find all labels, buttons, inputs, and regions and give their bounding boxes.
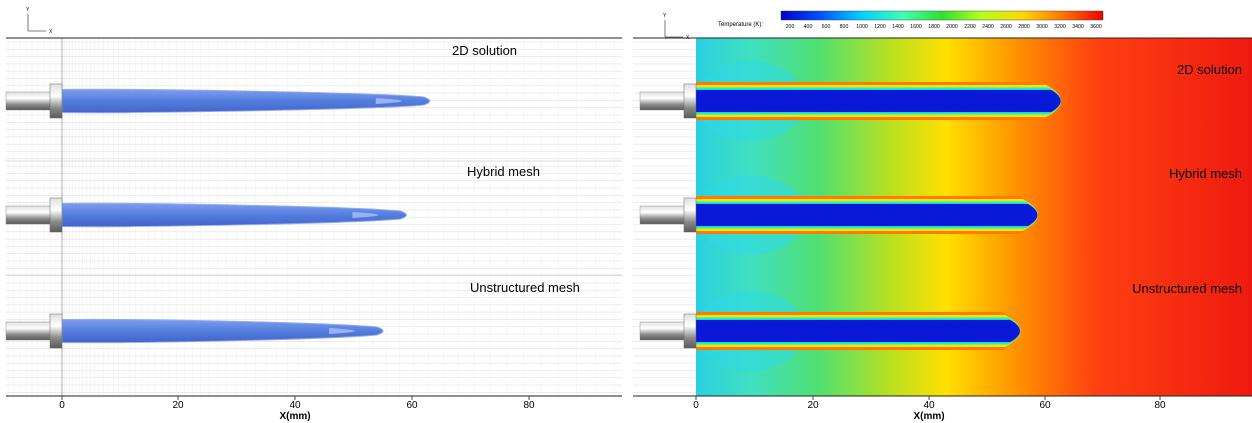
left-nozzle-2-flange [49, 197, 63, 233]
colorbar-tick-label: 400 [804, 24, 813, 30]
right-flame-cores [696, 82, 1062, 350]
right-title-1: 2D solution [1177, 62, 1242, 77]
left-x-axis-label: X(mm) [279, 411, 310, 422]
right-tick-60: 60 [1039, 400, 1051, 411]
right-nozzle-1-flange [683, 83, 697, 119]
iso-surface-1 [61, 88, 431, 114]
left-axis-triad: Y X [26, 7, 53, 35]
left-title-1: 2D solution [452, 43, 517, 58]
right-nozzle-3-flange [683, 313, 697, 349]
left-tick-60: 60 [406, 400, 418, 411]
right-title-3: Unstructured mesh [1132, 281, 1242, 296]
right-nozzle-2-flange [683, 197, 697, 233]
iso-tip-3 [329, 328, 356, 334]
colorbar-tick-label: 1600 [910, 24, 922, 30]
right-triad-x: X [686, 35, 690, 41]
right-nozzle-2-pipe [639, 205, 687, 225]
iso-surface-3 [61, 318, 384, 344]
left-title-2: Hybrid mesh [467, 164, 540, 179]
colorbar-tick-label: 600 [822, 24, 831, 30]
injector-nozzles [5, 83, 697, 349]
left-nozzle-3-pipe [5, 321, 53, 341]
right-title-2: Hybrid mesh [1169, 166, 1242, 181]
flame-core-3 [696, 320, 1020, 342]
left-triad-y: Y [26, 7, 30, 13]
colorbar-tick-label: 200 [786, 24, 795, 30]
colorbar-tick-label: 2400 [982, 24, 994, 30]
iso-surface-2 [61, 202, 407, 228]
colorbar-tick-label: 3000 [1036, 24, 1048, 30]
colorbar-tick-label: 1200 [874, 24, 886, 30]
right-x-axis: 0 20 40 60 80 X(mm) [693, 400, 1166, 422]
left-tick-80: 80 [523, 400, 535, 411]
colorbar-title: Temperature (K): [718, 22, 763, 28]
left-tick-20: 20 [172, 400, 184, 411]
left-x-axis: 0 20 40 60 80 X(mm) [59, 400, 535, 422]
left-nozzle-3-flange [49, 313, 63, 349]
flame-core-2 [696, 204, 1038, 226]
colorbar-gradient [780, 10, 1104, 21]
left-title-3: Unstructured mesh [470, 280, 580, 295]
right-tick-40: 40 [923, 400, 935, 411]
flame-core-1 [696, 90, 1061, 112]
right-x-axis-label: X(mm) [913, 411, 944, 422]
colorbar-tick-label: 3400 [1072, 24, 1084, 30]
colorbar-tick-label: 2200 [964, 24, 976, 30]
right-nozzle-3-pipe [639, 321, 687, 341]
iso-tip-2 [352, 212, 379, 218]
colorbar-ticks: 200 400 600 800 1000 1200 1400 1600 1800 2000 2200… [786, 24, 1102, 30]
right-tick-80: 80 [1154, 400, 1166, 411]
colorbar-tick-label: 2600 [1000, 24, 1012, 30]
left-tick-40: 40 [289, 400, 301, 411]
colorbar-tick-label: 2800 [1018, 24, 1030, 30]
iso-tip-1 [375, 98, 402, 104]
panel-frames [6, 37, 1252, 400]
right-tick-20: 20 [807, 400, 819, 411]
left-iso-surfaces [61, 88, 431, 344]
right-tick-0: 0 [693, 400, 699, 411]
right-axis-triad: Y X [663, 13, 690, 41]
left-nozzle-1-flange [49, 83, 63, 119]
left-tick-0: 0 [59, 400, 65, 411]
left-nozzle-1-pipe [5, 91, 53, 111]
temperature-colorbar: Temperature (K): 200 400 600 800 1000 1200 140… [718, 10, 1104, 30]
left-nozzle-2-pipe [5, 205, 53, 225]
right-triad-y: Y [663, 13, 667, 19]
left-triad-x: X [49, 29, 53, 35]
colorbar-tick-label: 1400 [892, 24, 904, 30]
colorbar-tick-label: 3200 [1054, 24, 1066, 30]
colorbar-tick-label: 1000 [856, 24, 868, 30]
right-nozzle-1-pipe [639, 91, 687, 111]
colorbar-tick-label: 1800 [928, 24, 940, 30]
colorbar-tick-label: 3600 [1090, 24, 1102, 30]
colorbar-tick-label: 2000 [946, 24, 958, 30]
colorbar-tick-label: 800 [840, 24, 849, 30]
